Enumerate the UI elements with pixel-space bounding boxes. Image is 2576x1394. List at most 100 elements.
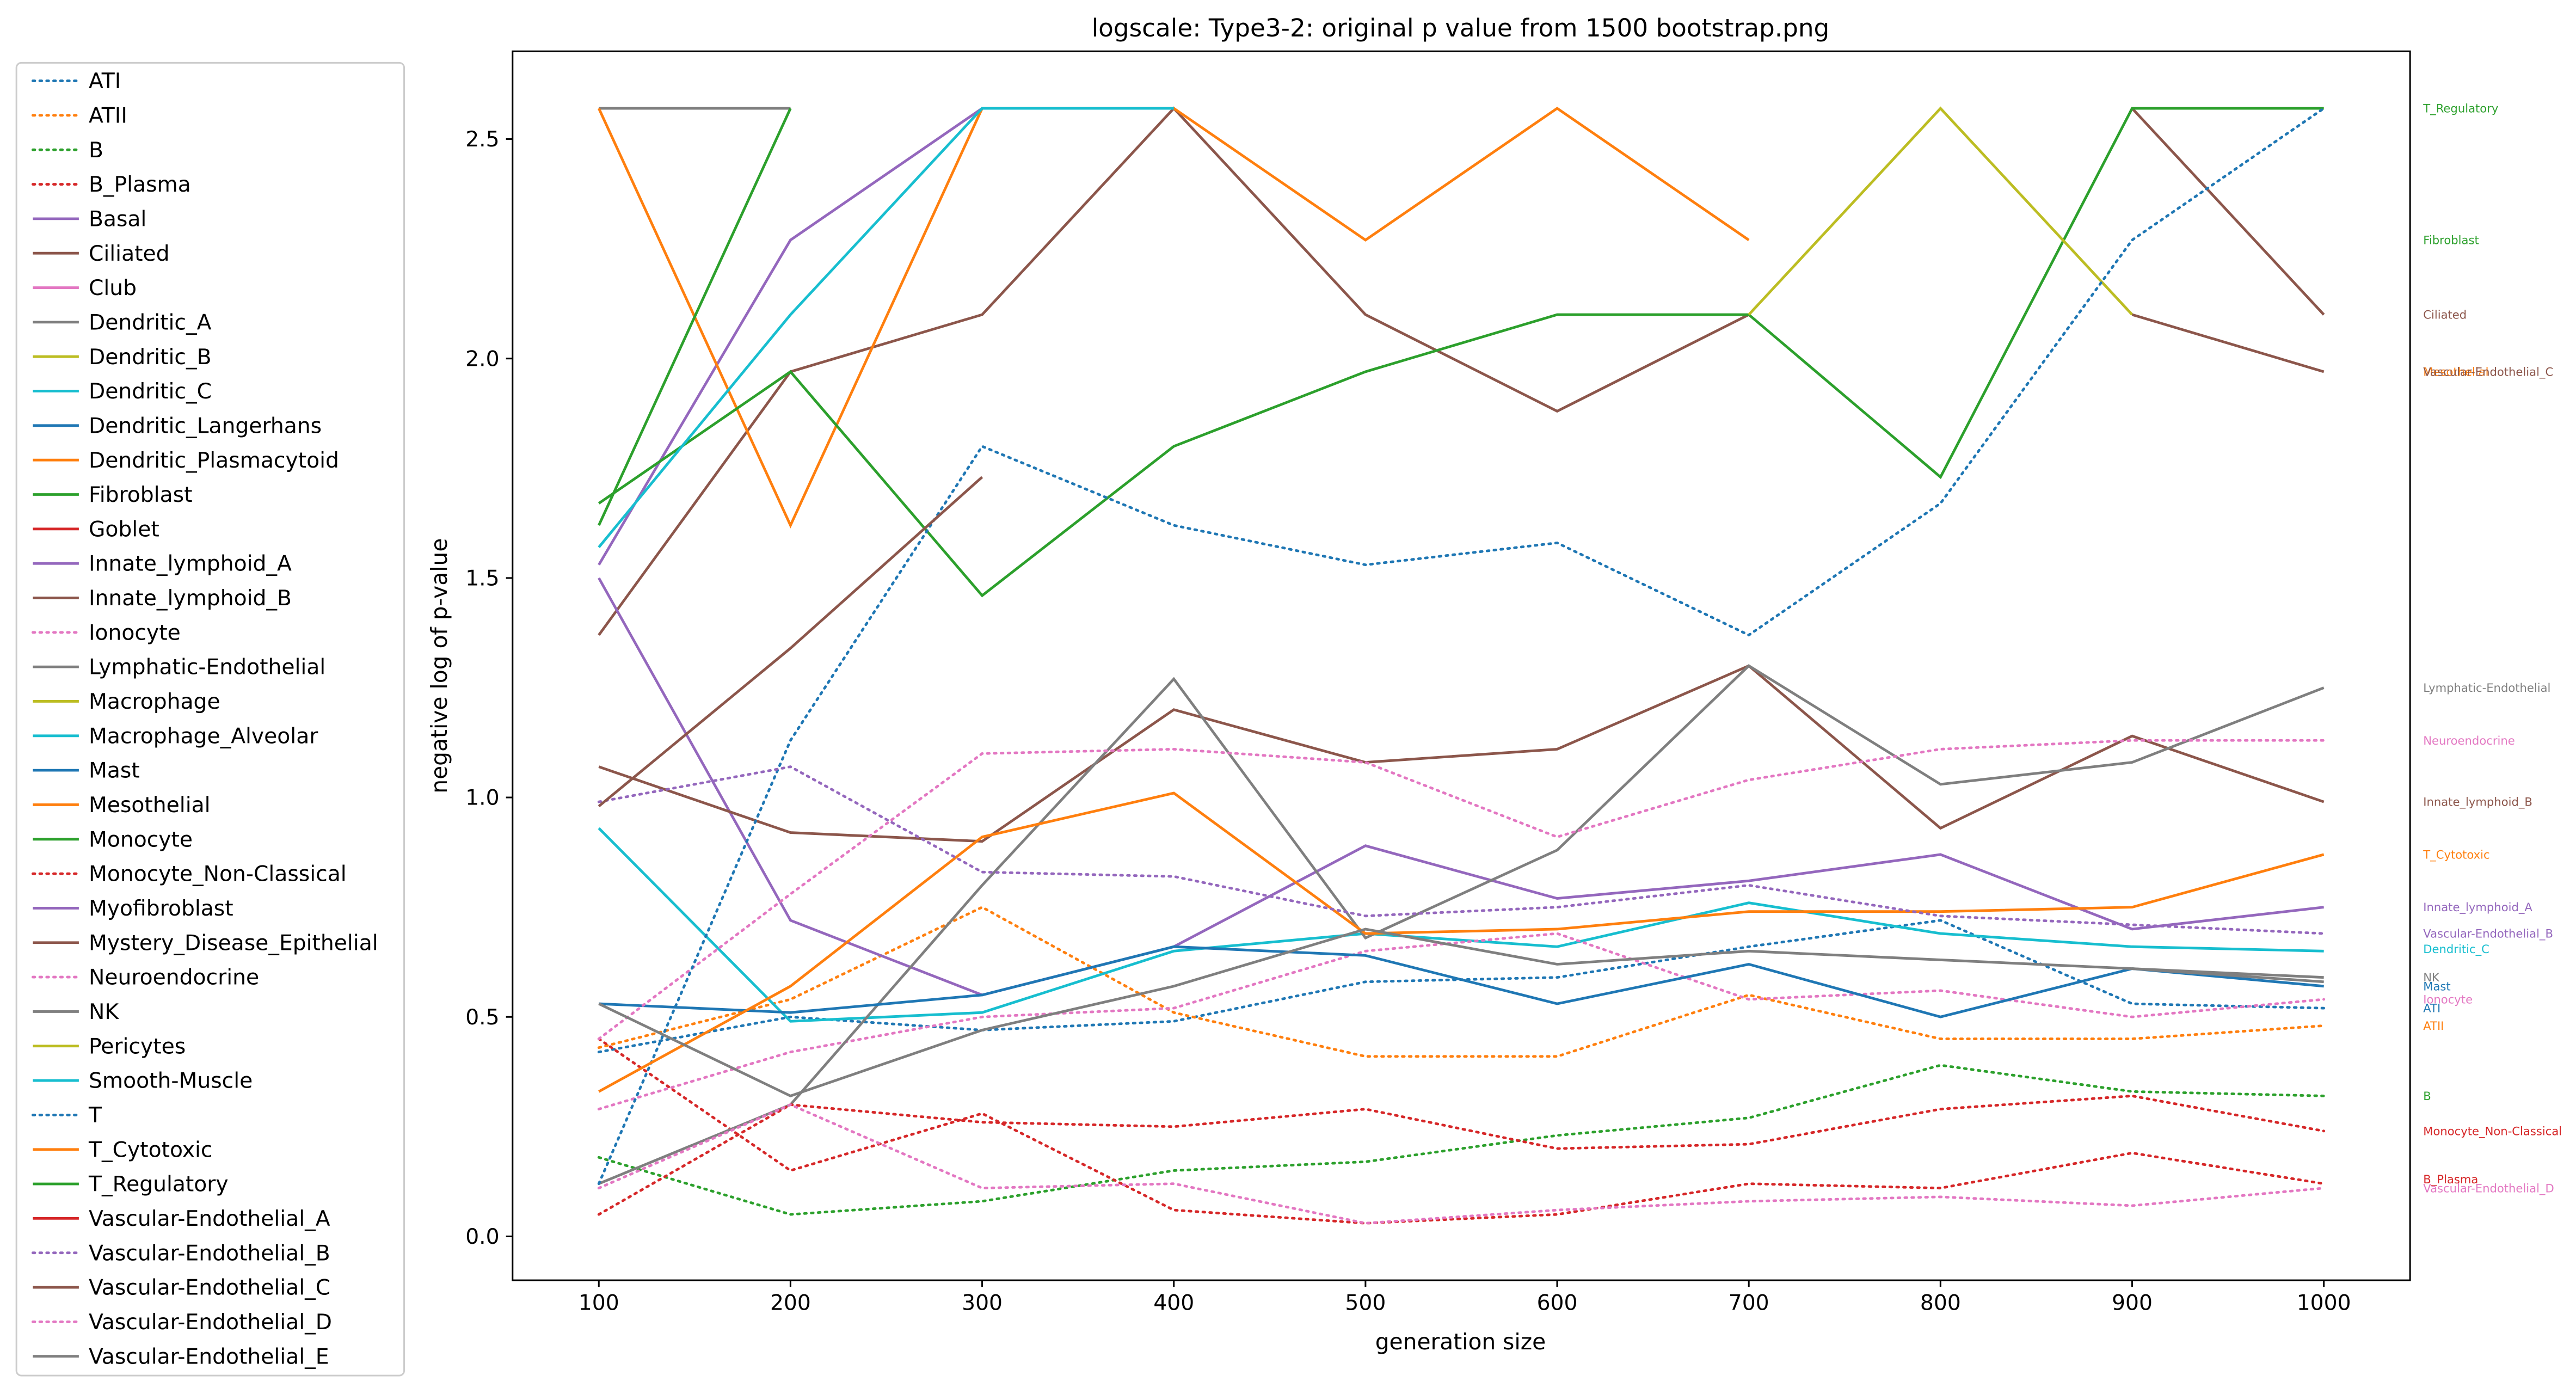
legend-label: T_Regulatory xyxy=(88,1172,229,1197)
legend-label: Macrophage_Alveolar xyxy=(89,724,318,748)
legend-label: Mast xyxy=(89,759,140,783)
legend-label: B xyxy=(89,138,103,163)
series-line xyxy=(1748,106,2134,316)
legend-label: Vascular-Endothelial_A xyxy=(89,1207,330,1231)
series-line xyxy=(598,827,2324,1023)
series-line xyxy=(597,765,2326,935)
legend-label: NK xyxy=(89,1000,119,1024)
annotation: ATII xyxy=(2423,1019,2444,1033)
series-line xyxy=(597,1064,2326,1216)
y-axis-label: negative log of p-value xyxy=(426,538,452,794)
legend-label: Goblet xyxy=(89,517,159,542)
legend-label: Dendritic_C xyxy=(89,379,212,404)
series-line xyxy=(598,577,2324,997)
series-line xyxy=(598,791,2325,1093)
legend-label: ATII xyxy=(89,103,127,128)
series-line xyxy=(598,928,2324,1097)
y-tick-label: 1.0 xyxy=(465,786,499,810)
series-line xyxy=(597,107,2326,1186)
annotation: Mast xyxy=(2423,979,2450,993)
legend-label: Pericytes xyxy=(89,1034,186,1059)
series-line xyxy=(597,1094,2326,1216)
y-tick-label: 2.0 xyxy=(465,347,499,371)
legend-label: Macrophage xyxy=(89,690,220,714)
series-line xyxy=(598,476,983,808)
x-tick-label: 600 xyxy=(1537,1291,1578,1315)
series-line xyxy=(597,905,2326,1058)
annotation: Mesothelial xyxy=(2423,365,2488,378)
y-tick-label: 0.0 xyxy=(465,1225,499,1249)
legend-box xyxy=(15,62,405,1377)
annotation: ATI xyxy=(2423,1002,2440,1015)
series-line xyxy=(597,1103,2326,1225)
legend-label: Innate_lymphoid_A xyxy=(89,552,292,576)
y-tick-label: 1.5 xyxy=(465,566,499,591)
x-tick-label: 100 xyxy=(579,1291,619,1315)
annotation: Ciliated xyxy=(2423,308,2467,322)
annotation: T_Regulatory xyxy=(2423,102,2498,116)
annotation: Monocyte_Non-Classical xyxy=(2423,1124,2562,1138)
x-tick-label: 800 xyxy=(1920,1291,1961,1315)
x-tick-label: 500 xyxy=(1345,1291,1386,1315)
legend-label: Vascular-Endothelial_D xyxy=(89,1310,332,1335)
legend-label: Monocyte_Non-Classical xyxy=(89,862,347,887)
x-tick-label: 700 xyxy=(1729,1291,1769,1315)
chart-title: logscale: Type3-2: original p value from… xyxy=(1092,14,1830,42)
legend-label: Smooth-Muscle xyxy=(89,1069,253,1094)
annotation: Ionocyte xyxy=(2423,993,2473,1006)
legend-label: Dendritic_Plasmacytoid xyxy=(89,449,339,473)
annotation: Innate_lymphoid_A xyxy=(2423,900,2532,914)
legend-label: Dendritic_Langerhans xyxy=(89,414,322,438)
x-tick-label: 200 xyxy=(770,1291,811,1315)
annotation: T_Cytotoxic xyxy=(2423,848,2489,862)
series-line xyxy=(2131,313,2325,373)
annotation: B xyxy=(2423,1089,2431,1103)
legend-label: Mesothelial xyxy=(89,793,211,818)
legend-label: B_Plasma xyxy=(89,173,191,197)
legend-label: Innate_lymphoid_B xyxy=(89,586,292,611)
annotation: Vascular-Endothelial_C xyxy=(2423,365,2553,379)
series-line xyxy=(598,108,792,526)
annotation: Dendritic_C xyxy=(2423,942,2489,956)
plot-frame xyxy=(512,50,2411,1281)
series-line xyxy=(598,664,2325,843)
x-tick-label: 1000 xyxy=(2297,1291,2351,1315)
y-tick-label: 2.5 xyxy=(465,127,499,152)
series-line xyxy=(597,1037,2326,1225)
series-line xyxy=(598,107,1174,548)
legend-label: Ionocyte xyxy=(89,621,181,645)
legend-label: Fibroblast xyxy=(89,483,192,507)
series-line xyxy=(2131,107,2325,316)
legend-label: Vascular-Endothelial_C xyxy=(89,1276,330,1300)
annotation: B_Plasma xyxy=(2423,1172,2478,1187)
legend-label: Dendritic_A xyxy=(89,310,212,335)
x-tick-label: 400 xyxy=(1153,1291,1194,1315)
annotation: Fibroblast xyxy=(2423,234,2479,247)
x-axis-label: generation size xyxy=(1375,1329,1546,1355)
legend-label: Vascular-Endothelial_E xyxy=(89,1344,329,1369)
legend-label: Monocyte xyxy=(89,827,193,852)
annotation: NK xyxy=(2423,971,2440,984)
annotation: Vascular-Endothelial_B xyxy=(2423,927,2553,941)
legend-label: Dendritic_B xyxy=(89,345,212,370)
annotation: Innate_lymphoid_B xyxy=(2423,795,2532,809)
legend-label: Club xyxy=(89,276,137,300)
annotation: Neuroendocrine xyxy=(2423,734,2514,747)
series-line xyxy=(598,107,2324,598)
series-line xyxy=(598,664,2325,1185)
x-tick-label: 300 xyxy=(962,1291,1003,1315)
legend-label: Ciliated xyxy=(89,242,170,266)
series-line xyxy=(597,739,2326,1040)
annotation: Vascular-Endothelial_D xyxy=(2423,1181,2554,1195)
y-tick-label: 0.5 xyxy=(465,1005,499,1030)
legend-label: Basal xyxy=(89,207,146,231)
legend-label: Myofibroblast xyxy=(89,896,233,921)
legend-label: Neuroendocrine xyxy=(89,966,259,990)
legend-label: T xyxy=(88,1103,102,1128)
legend-label: Lymphatic-Endothelial xyxy=(89,655,325,680)
series-line xyxy=(599,945,2324,1018)
x-tick-label: 900 xyxy=(2112,1291,2153,1315)
legend-label: ATI xyxy=(89,69,121,94)
